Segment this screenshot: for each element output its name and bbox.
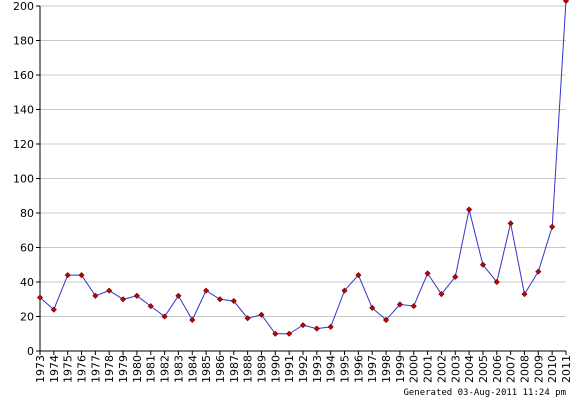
data-point-1991 xyxy=(286,330,293,337)
data-point-2003 xyxy=(452,273,459,280)
data-point-1980 xyxy=(133,292,140,299)
y-tick-label-20: 20 xyxy=(20,311,34,324)
data-point-1999 xyxy=(396,301,403,308)
data-point-1974 xyxy=(50,306,57,313)
y-tick-label-80: 80 xyxy=(20,207,34,220)
x-tick-label-2010: 2010 xyxy=(546,355,559,383)
data-point-1975 xyxy=(64,272,71,279)
data-point-2002 xyxy=(438,291,445,298)
x-tick-label-1982: 1982 xyxy=(159,355,172,383)
y-tick-label-200: 200 xyxy=(13,0,34,13)
x-tick-label-1981: 1981 xyxy=(145,355,158,383)
data-point-2011 xyxy=(562,0,570,4)
generated-timestamp: Generated 03-Aug-2011 11:24 pm xyxy=(403,388,566,398)
data-point-1992 xyxy=(299,322,307,329)
data-point-2001 xyxy=(424,270,431,277)
data-point-1986 xyxy=(216,296,223,303)
x-tick-label-1979: 1979 xyxy=(117,355,130,383)
x-tick-label-1983: 1983 xyxy=(172,355,185,383)
x-tick-label-1984: 1984 xyxy=(186,355,199,383)
x-tick-label-1999: 1999 xyxy=(394,355,407,383)
x-tick-label-1986: 1986 xyxy=(214,355,227,383)
x-tick-label-1992: 1992 xyxy=(297,355,310,383)
x-tick-label-2001: 2001 xyxy=(422,355,435,383)
x-tick-label-2006: 2006 xyxy=(491,355,504,383)
x-tick-label-1978: 1978 xyxy=(103,355,116,383)
data-point-1983 xyxy=(175,292,182,299)
y-tick-label-40: 40 xyxy=(20,276,34,289)
data-point-2010 xyxy=(549,223,556,230)
x-tick-label-1998: 1998 xyxy=(380,355,393,383)
x-tick-label-2003: 2003 xyxy=(449,355,462,383)
data-point-1973 xyxy=(36,294,44,301)
x-tick-label-2009: 2009 xyxy=(532,355,545,383)
x-tick-label-1990: 1990 xyxy=(269,355,282,383)
data-point-1978 xyxy=(106,287,113,294)
x-tick-label-1988: 1988 xyxy=(242,355,255,383)
data-point-1981 xyxy=(147,303,154,310)
data-point-1996 xyxy=(355,272,362,279)
data-point-1997 xyxy=(369,304,376,311)
y-tick-label-120: 120 xyxy=(13,138,34,151)
data-point-2000 xyxy=(410,303,417,310)
x-tick-label-1973: 1973 xyxy=(34,355,47,383)
y-tick-label-100: 100 xyxy=(13,173,34,186)
x-tick-label-1994: 1994 xyxy=(325,355,338,383)
data-point-1998 xyxy=(383,316,390,323)
x-tick-label-1975: 1975 xyxy=(62,355,75,383)
x-tick-label-1989: 1989 xyxy=(255,355,268,383)
x-tick-label-1996: 1996 xyxy=(352,355,365,383)
y-tick-label-0: 0 xyxy=(27,345,34,358)
x-tick-label-2005: 2005 xyxy=(477,355,490,383)
x-tick-label-2000: 2000 xyxy=(408,355,421,383)
data-point-1979 xyxy=(120,296,127,303)
data-point-1988 xyxy=(244,315,251,322)
x-tick-label-1993: 1993 xyxy=(311,355,324,383)
x-tick-label-1995: 1995 xyxy=(339,355,352,383)
data-point-2006 xyxy=(493,278,500,286)
data-point-1987 xyxy=(230,297,237,304)
data-point-1985 xyxy=(203,287,210,294)
data-point-1993 xyxy=(313,325,320,332)
x-tick-label-1991: 1991 xyxy=(283,355,296,383)
data-series xyxy=(36,0,570,337)
grid-lines xyxy=(40,5,566,317)
data-point-1982 xyxy=(161,313,168,320)
y-axis-ticks: 0 20 40 60 80 100 120 140 160 180 200 xyxy=(13,0,40,358)
y-tick-label-180: 180 xyxy=(13,35,34,48)
x-tick-label-1987: 1987 xyxy=(228,355,241,383)
data-point-1990 xyxy=(272,330,279,337)
x-tick-label-1997: 1997 xyxy=(366,355,379,383)
data-point-1984 xyxy=(189,316,196,323)
x-axis-ticks: 1973 1974 1975 1976 1977 1978 1979 1980 1981 1982… xyxy=(34,351,570,383)
data-point-2009 xyxy=(535,268,542,275)
y-tick-label-140: 140 xyxy=(13,104,34,117)
x-tick-label-1980: 1980 xyxy=(131,355,144,383)
data-point-1995 xyxy=(341,287,348,294)
data-point-2004 xyxy=(466,206,473,213)
x-tick-label-1974: 1974 xyxy=(48,355,61,383)
x-tick-label-2008: 2008 xyxy=(518,355,531,383)
x-tick-label-2004: 2004 xyxy=(463,355,476,383)
data-point-2007 xyxy=(507,220,514,227)
data-point-1977 xyxy=(92,292,99,299)
x-tick-label-1976: 1976 xyxy=(76,355,89,383)
data-point-1976 xyxy=(78,272,85,279)
y-tick-label-160: 160 xyxy=(13,69,34,82)
y-tick-label-60: 60 xyxy=(20,242,34,255)
x-tick-label-1985: 1985 xyxy=(200,355,213,383)
x-tick-label-2002: 2002 xyxy=(435,355,448,383)
data-point-2005 xyxy=(479,261,486,268)
series-line-0 xyxy=(39,0,567,335)
data-point-1994 xyxy=(327,323,334,330)
data-point-2008 xyxy=(521,291,528,298)
data-point-1989 xyxy=(258,311,265,318)
x-tick-label-2007: 2007 xyxy=(505,355,518,383)
x-tick-label-1977: 1977 xyxy=(89,355,102,383)
x-tick-label-2011: 2011 xyxy=(560,355,570,383)
